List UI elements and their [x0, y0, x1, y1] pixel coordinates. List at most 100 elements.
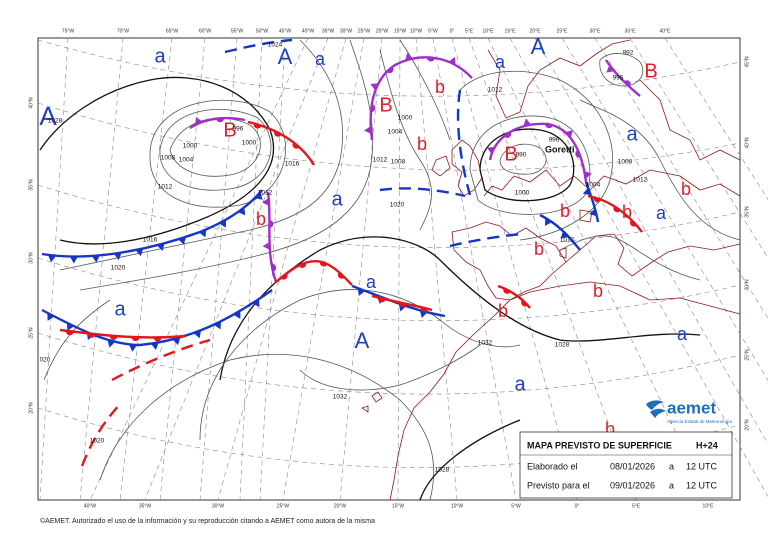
longitude-label: 5°W [511, 503, 521, 509]
isobar-label: 1004 [586, 182, 601, 189]
parallel [37, 102, 741, 171]
longitude-label: 40°E [660, 28, 672, 34]
cold-front [41, 289, 273, 347]
front-semicircle [216, 118, 225, 123]
legend-cell: 09/01/2026 [610, 480, 655, 490]
front-triangle [582, 187, 591, 196]
isobar [599, 53, 644, 87]
longitude-label: 10°E [483, 28, 495, 34]
latitude-label: 30°N [744, 279, 750, 291]
front-triangle [363, 126, 372, 135]
longitude-label: 65°W [166, 28, 179, 34]
front-semicircle [593, 197, 602, 203]
front-triangle [156, 243, 165, 251]
front-triangle [584, 170, 592, 179]
longitude-label: 15°W [394, 28, 407, 34]
pressure-center: b [681, 179, 691, 199]
latitude-label: 20°N [28, 402, 34, 414]
coastlines [361, 39, 741, 501]
pressure-center: a [495, 52, 506, 72]
logo: aemet Agencia Estatal de Meteorología [646, 398, 733, 424]
meridian [534, 37, 768, 445]
isobar-label: 992 [623, 50, 634, 57]
longitude-label: 30°E [590, 28, 602, 34]
longitude-label: 5°E [465, 28, 474, 34]
legend-cell: 12 UTC [686, 480, 718, 490]
front-triangle [237, 207, 246, 216]
latitude-label: 25°N [28, 327, 34, 339]
front-triangle [252, 299, 260, 308]
legend-cell: a [669, 480, 674, 490]
isobar [559, 235, 701, 281]
front-semicircle [399, 302, 408, 308]
pressure-center: B [644, 60, 657, 82]
front-semicircle [521, 299, 528, 307]
pressure-center: b [605, 419, 615, 439]
isobar-label: 020 [40, 357, 51, 364]
parallel [37, 39, 741, 97]
meridian [432, 37, 517, 501]
front-triangle [523, 118, 532, 127]
longitude-label: 15°W [392, 503, 405, 509]
latitude-label: 20°N [744, 419, 750, 431]
longitude-label: 45°W [279, 28, 292, 34]
front-triangle [213, 321, 222, 330]
logo-name: aemet [667, 398, 716, 417]
pressure-center: a [366, 272, 377, 292]
coastline [431, 155, 451, 177]
front-semicircle [298, 262, 307, 268]
isobar [219, 236, 701, 381]
isobar-label: 1000 [183, 143, 198, 150]
isobar [99, 353, 435, 501]
longitude-label: 40°W [84, 503, 97, 509]
cold-front [41, 189, 263, 258]
coastline [559, 209, 593, 259]
isobar-label: 1012 [258, 190, 273, 197]
isobar-label: 1004 [388, 129, 403, 136]
isobar-label: 1028 [435, 467, 450, 474]
isobar [459, 70, 613, 241]
front-semicircle [109, 335, 118, 340]
pressure-center: b [534, 239, 544, 259]
isobar-label: 990 [516, 152, 527, 159]
cold-front [379, 187, 466, 198]
isobar [79, 39, 374, 291]
meridian [217, 37, 347, 501]
front-triangle [544, 217, 553, 226]
coastline [389, 299, 511, 501]
front-triangle [47, 312, 55, 321]
isobar [59, 39, 343, 271]
longitude-label: 50°W [256, 28, 269, 34]
pressure-center: a [677, 324, 688, 344]
isobar-label: 1004 [179, 157, 194, 164]
front-semicircle [87, 333, 96, 338]
front-triangle [47, 254, 56, 263]
coastline [451, 139, 483, 197]
meridian [487, 37, 709, 501]
warm-front [80, 401, 123, 467]
longitude-label: 5°E [632, 503, 641, 509]
isobar [299, 344, 481, 391]
longitude-label: 35°W [139, 503, 152, 509]
cold-front [584, 181, 600, 223]
pressure-center: a [114, 298, 126, 320]
front-triangle [198, 229, 207, 238]
cold-front [224, 38, 293, 54]
warm-front [111, 338, 211, 382]
front-triangle [113, 252, 122, 261]
legend-cell: a [669, 461, 674, 471]
front-semicircle [503, 288, 511, 294]
isobar [469, 115, 591, 215]
front-semicircle [420, 307, 429, 312]
front-triangle [560, 230, 569, 239]
pressure-center: b [417, 134, 427, 154]
legend-cell: Elaborado el [527, 461, 578, 471]
meridian [119, 37, 173, 501]
meridian [509, 37, 768, 498]
graticule [37, 37, 768, 501]
isobar-label: 1028 [555, 342, 570, 349]
legend: MAPA PREVISTO DE SUPERFICIE H+24 Elabora… [519, 431, 733, 499]
front-triangle [419, 310, 428, 319]
coastline [639, 79, 741, 161]
